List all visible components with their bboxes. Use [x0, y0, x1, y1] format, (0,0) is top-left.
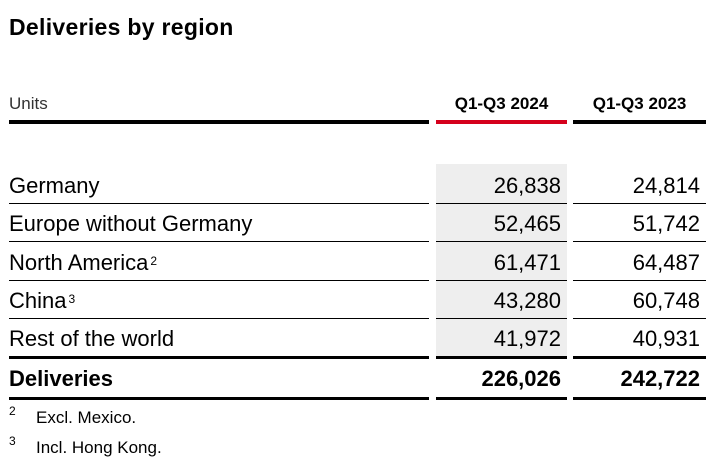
- value-2024: 52,465: [493, 211, 561, 236]
- total-top-rule: [436, 356, 567, 359]
- value-2024: 43,280: [493, 288, 561, 313]
- row-label: China 3: [9, 288, 76, 313]
- row-label: Germany: [9, 173, 100, 198]
- value-2023: 24,814: [632, 173, 700, 198]
- total-bottom-rule: [573, 397, 706, 400]
- total-2023: 242,722: [620, 366, 700, 391]
- row-divider: [573, 318, 706, 319]
- row-divider: [436, 318, 567, 319]
- units-header: Units: [9, 94, 48, 113]
- footnote-marker: 2: [150, 254, 158, 268]
- value-2023: 40,931: [632, 326, 700, 351]
- row-label: North America 2: [9, 250, 158, 275]
- row-divider: [573, 280, 706, 281]
- value-2024: 41,972: [493, 326, 561, 351]
- total-bottom-rule: [9, 397, 429, 400]
- row-divider: [573, 203, 706, 204]
- total-2024: 226,026: [481, 366, 561, 391]
- table-title: Deliveries by region: [9, 14, 234, 40]
- total-top-rule: [9, 356, 429, 359]
- total-row: Deliveries 226,026 242,722: [0, 359, 716, 397]
- table-row: North America 2 61,471 64,487: [0, 243, 716, 281]
- value-2024: 61,471: [493, 250, 561, 275]
- table-row: Europe without Germany 52,465 51,742: [0, 204, 716, 242]
- column-header-2024: Q1-Q3 2024: [454, 94, 549, 113]
- row-divider: [436, 280, 567, 281]
- row-label: Europe without Germany: [9, 211, 253, 236]
- total-top-rule: [573, 356, 706, 359]
- row-divider: [436, 241, 567, 242]
- table-row: Rest of the world 41,972 40,931: [0, 319, 716, 357]
- header-rule: [9, 120, 429, 124]
- footnote-mark: 3: [9, 434, 16, 448]
- value-2023: 64,487: [632, 250, 700, 275]
- table-row: Germany 26,838 24,814: [0, 166, 716, 204]
- footnote-mark: 2: [9, 404, 16, 418]
- column-header-2023: Q1-Q3 2023: [592, 94, 687, 113]
- row-divider: [9, 280, 429, 281]
- value-2023: 60,748: [632, 288, 700, 313]
- header-rule-highlight: [436, 120, 567, 124]
- row-divider: [9, 241, 429, 242]
- row-divider: [9, 318, 429, 319]
- header-rule-2023: [573, 120, 706, 124]
- table-row: China 3 43,280 60,748: [0, 281, 716, 319]
- row-divider: [9, 203, 429, 204]
- footnote-marker: 3: [68, 292, 76, 306]
- value-2023: 51,742: [632, 211, 700, 236]
- row-divider: [573, 241, 706, 242]
- total-label: Deliveries: [9, 366, 113, 391]
- footnote-text: Incl. Hong Kong.: [36, 438, 162, 457]
- footnote-text: Excl. Mexico.: [36, 408, 137, 427]
- highlight-column-background: [436, 164, 567, 356]
- value-2024: 26,838: [493, 173, 561, 198]
- row-divider: [436, 203, 567, 204]
- total-bottom-rule: [436, 397, 567, 400]
- row-label: Rest of the world: [9, 326, 175, 351]
